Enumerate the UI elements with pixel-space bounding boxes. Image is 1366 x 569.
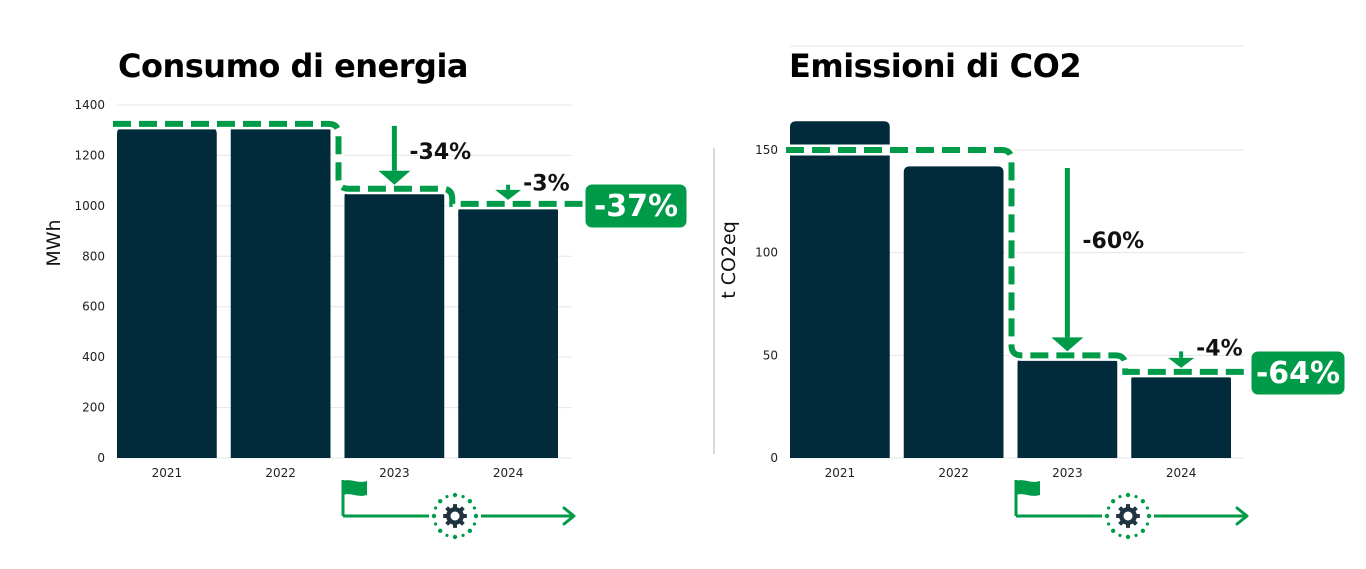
y-axis-label: MWh bbox=[43, 219, 65, 266]
y-tick-label: 1200 bbox=[74, 148, 105, 162]
arrow-right-icon bbox=[562, 506, 576, 526]
x-tick-label: 2024 bbox=[493, 466, 524, 480]
x-tick-label: 2023 bbox=[1052, 466, 1083, 480]
arrow-down-icon bbox=[391, 125, 397, 171]
gear-ring-dot bbox=[1118, 494, 1122, 499]
gear-ring-dot bbox=[467, 498, 473, 504]
gear-ring-dot bbox=[472, 522, 477, 526]
flag-icon bbox=[341, 480, 367, 516]
gear-ring-dot bbox=[473, 513, 479, 519]
bar-2024 bbox=[458, 205, 558, 458]
gear-ring-dot bbox=[1106, 522, 1111, 526]
gear-ring-dot bbox=[431, 513, 437, 519]
flag-cloth bbox=[343, 480, 367, 496]
arrow-down-icon bbox=[378, 170, 411, 185]
change-label: -4% bbox=[1196, 336, 1242, 361]
panel-divider bbox=[713, 148, 715, 454]
y-tick-label: 1400 bbox=[74, 98, 105, 112]
arrow-down-icon bbox=[1168, 357, 1195, 368]
flag-cloth bbox=[1016, 480, 1040, 496]
gear-ring-dot bbox=[1104, 513, 1110, 519]
total-change-badge: -37% bbox=[582, 181, 690, 231]
x-tick-label: 2022 bbox=[265, 466, 296, 480]
gear-icon bbox=[431, 492, 479, 540]
change-label: -3% bbox=[523, 172, 569, 197]
gear-ring-dot bbox=[1145, 506, 1150, 510]
gear-ring-dot bbox=[452, 492, 458, 498]
gear-ring-dot bbox=[1125, 492, 1131, 498]
gear-ring-dot bbox=[1134, 533, 1138, 538]
gear-ring-dot bbox=[1140, 528, 1146, 534]
arrow-down-icon bbox=[495, 189, 522, 200]
badge-background bbox=[582, 181, 690, 231]
gear-ring-dot bbox=[467, 528, 473, 534]
step-line bbox=[786, 147, 1257, 375]
bar-2022 bbox=[230, 118, 331, 458]
y-tick-label: 0 bbox=[97, 451, 105, 465]
total-change-label: -64% bbox=[1256, 356, 1340, 391]
total-change-badge: -64% bbox=[1248, 348, 1348, 398]
gear-ring-dot bbox=[1118, 533, 1122, 538]
arrow-down-icon bbox=[1179, 351, 1184, 358]
badge-background bbox=[1248, 348, 1348, 398]
y-axis-label: t CO2eq bbox=[718, 221, 740, 299]
y-tick-label: 100 bbox=[755, 246, 778, 260]
gear-ring-dot bbox=[437, 528, 443, 534]
bar-2023 bbox=[344, 190, 445, 458]
gear-ring-dot bbox=[1125, 534, 1131, 540]
bar-2022 bbox=[903, 166, 1004, 458]
bar-2024 bbox=[1131, 373, 1231, 458]
y-tick-label: 800 bbox=[82, 249, 105, 263]
arrow-down-icon bbox=[1051, 337, 1084, 352]
change-label: -34% bbox=[409, 140, 471, 165]
gear-ring-dot bbox=[1106, 506, 1111, 510]
gear-ring-dot bbox=[1140, 498, 1146, 504]
gear-hole bbox=[1123, 511, 1133, 521]
gear-icon bbox=[1104, 492, 1152, 540]
gear-ring-dot bbox=[433, 522, 438, 526]
gear-ring-dot bbox=[1134, 494, 1138, 499]
x-tick-label: 2021 bbox=[825, 466, 856, 480]
bar-2021 bbox=[790, 121, 890, 459]
y-tick-label: 200 bbox=[82, 401, 105, 415]
arrow-down-icon bbox=[1064, 168, 1070, 338]
gear-hole bbox=[450, 511, 460, 521]
gear-ring-dot bbox=[1145, 522, 1150, 526]
y-tick-label: 1000 bbox=[74, 199, 105, 213]
bar-2021 bbox=[117, 127, 217, 458]
x-tick-label: 2022 bbox=[938, 466, 969, 480]
arrow-right-icon bbox=[1235, 506, 1249, 526]
gear-ring-dot bbox=[452, 534, 458, 540]
gear-ring-dot bbox=[433, 506, 438, 510]
gear-ring-dot bbox=[1146, 513, 1152, 519]
step-line bbox=[113, 120, 584, 207]
gear-ring-dot bbox=[472, 506, 477, 510]
bar-2023 bbox=[1017, 357, 1118, 458]
x-tick-label: 2024 bbox=[1166, 466, 1197, 480]
y-tick-label: 600 bbox=[82, 300, 105, 314]
y-tick-label: 50 bbox=[763, 348, 778, 362]
x-tick-label: 2021 bbox=[152, 466, 183, 480]
energy-chart-title: Consumo di energia bbox=[118, 47, 469, 85]
gear-ring-dot bbox=[461, 533, 465, 538]
x-tick-label: 2023 bbox=[379, 466, 410, 480]
gear-ring-dot bbox=[1110, 498, 1116, 504]
gear-ring-dot bbox=[1110, 528, 1116, 534]
total-change-label: -37% bbox=[594, 189, 678, 224]
co2-chart-title: Emissioni di CO2 bbox=[789, 47, 1082, 85]
gear-ring-dot bbox=[445, 533, 449, 538]
flag-icon bbox=[1014, 480, 1040, 516]
gear-ring-dot bbox=[445, 494, 449, 499]
y-tick-label: 150 bbox=[755, 143, 778, 157]
change-label: -60% bbox=[1082, 229, 1144, 254]
gear-ring-dot bbox=[461, 494, 465, 499]
y-tick-label: 0 bbox=[770, 451, 778, 465]
y-tick-label: 400 bbox=[82, 350, 105, 364]
gear-ring-dot bbox=[437, 498, 443, 504]
arrow-down-icon bbox=[506, 184, 511, 190]
